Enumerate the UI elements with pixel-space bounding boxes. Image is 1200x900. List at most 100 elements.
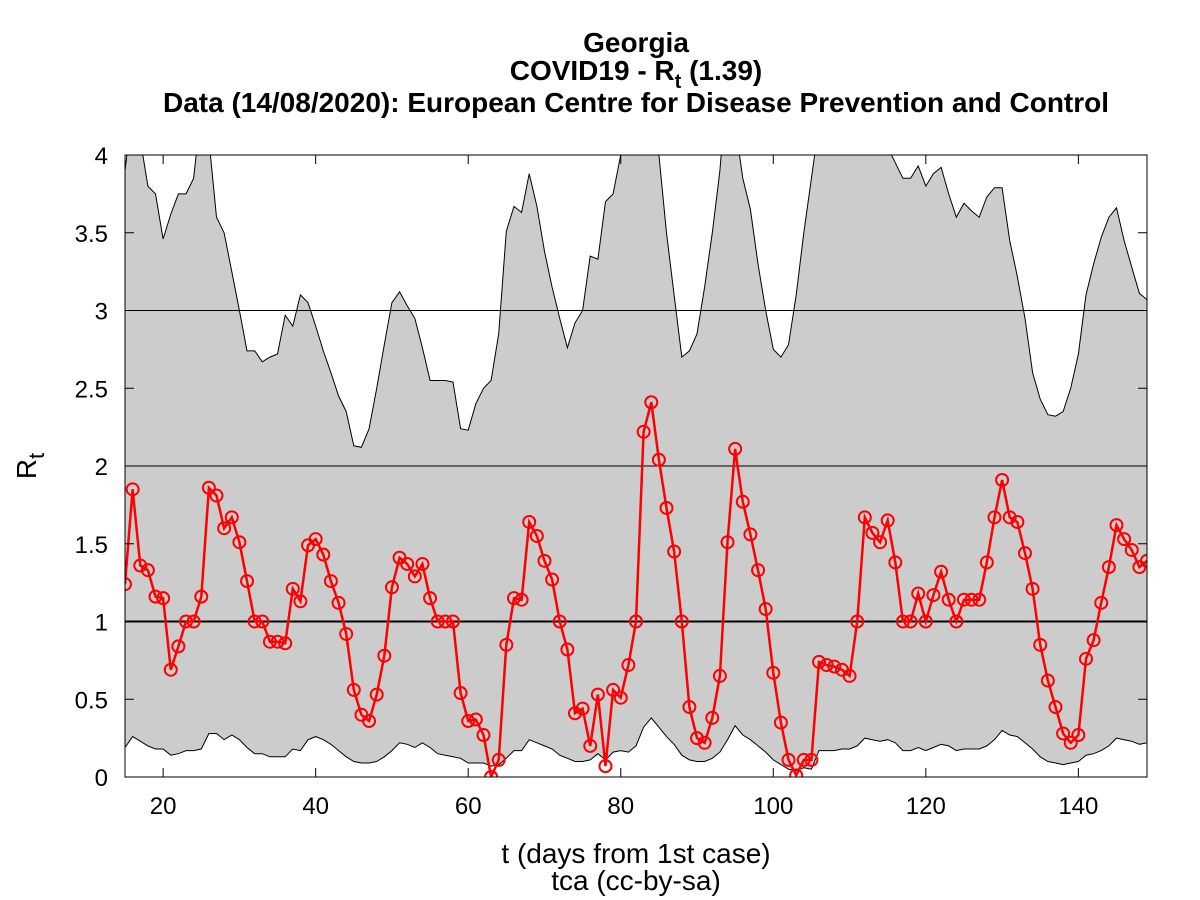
data-point (712, 668, 727, 683)
x-axis-label: t (days from 1st case) (501, 838, 770, 869)
data-point (529, 528, 544, 543)
chart-subtitle-source: Data (14/08/2020): European Centre for D… (163, 87, 1109, 118)
data-point (323, 574, 338, 589)
data-point (339, 626, 354, 641)
data-point (613, 690, 628, 705)
data-point (934, 564, 949, 579)
data-point (850, 614, 865, 629)
data-point (1124, 542, 1139, 557)
x-axis-ticks: 20 40 60 80 100 120 140 (150, 155, 1098, 820)
data-point (1071, 728, 1086, 743)
data-point (369, 687, 384, 702)
data-point (682, 700, 697, 715)
data-point (644, 395, 659, 410)
data-point (384, 580, 399, 595)
data-point (751, 563, 766, 578)
confidence-band (125, 155, 1147, 772)
data-point (445, 614, 460, 629)
data-point (1101, 560, 1116, 575)
data-point (1140, 553, 1147, 568)
data-point (499, 637, 514, 652)
y-tick-label: 4 (95, 143, 108, 170)
data-point (758, 602, 773, 617)
data-point (606, 682, 621, 697)
data-point (278, 636, 293, 651)
data-point (812, 654, 827, 669)
data-point (956, 592, 971, 607)
data-point (880, 513, 895, 528)
data-point (430, 614, 445, 629)
data-point (941, 592, 956, 607)
data-point (728, 441, 743, 456)
data-point (1063, 735, 1078, 750)
data-point (659, 500, 674, 515)
x-axis-label-secondary: tca (cc-by-sa) (551, 865, 721, 896)
data-point (163, 662, 178, 677)
data-point (842, 668, 857, 683)
data-point (697, 735, 712, 750)
data-point (789, 768, 804, 777)
data-point (552, 614, 567, 629)
data-point (423, 591, 438, 606)
data-point (781, 752, 796, 767)
data-point (583, 738, 598, 753)
data-point (346, 682, 361, 697)
data-point (598, 759, 613, 774)
data-point (240, 574, 255, 589)
data-point (773, 715, 788, 730)
data-point (903, 614, 918, 629)
data-point (766, 665, 781, 680)
data-point (1048, 700, 1063, 715)
x-tick-label: 140 (1058, 793, 1098, 820)
data-point (438, 614, 453, 629)
chart-title: Georgia (583, 27, 689, 58)
data-point (270, 634, 285, 649)
data-point (148, 589, 163, 604)
data-point (964, 592, 979, 607)
data-point (995, 472, 1010, 487)
data-point (179, 614, 194, 629)
data-point (796, 752, 811, 767)
data-point (560, 642, 575, 657)
data-point (400, 556, 415, 571)
x-tick-label: 100 (753, 793, 793, 820)
chart-subtitle: COVID19 - Rt (1.39) (510, 55, 763, 93)
y-axis-ticks: 0 0.5 1 1.5 2 2.5 3 3.5 4 (75, 143, 1147, 792)
data-point (819, 658, 834, 673)
data-point (461, 714, 476, 729)
data-point (926, 588, 941, 603)
y-tick-label: 0.5 (75, 687, 108, 714)
data-point (1025, 581, 1040, 596)
data-point (293, 594, 308, 609)
data-point (690, 731, 705, 746)
data-point (125, 482, 140, 497)
data-point (224, 510, 239, 525)
y-tick-label: 0 (95, 765, 108, 792)
data-point (514, 592, 529, 607)
data-point (667, 544, 682, 559)
data-point (522, 514, 537, 529)
data-point (911, 586, 926, 601)
data-point (506, 591, 521, 606)
data-point (674, 614, 689, 629)
data-point (209, 488, 224, 503)
data-point (705, 710, 720, 725)
data-point (865, 525, 880, 540)
data-point (201, 480, 216, 495)
y-tick-label: 2 (95, 454, 108, 481)
data-point (171, 639, 186, 654)
data-point (537, 553, 552, 568)
series-markers (125, 395, 1147, 777)
data-point (1078, 651, 1093, 666)
data-point (972, 592, 987, 607)
data-point (1056, 726, 1071, 741)
data-point (979, 555, 994, 570)
x-tick-label: 20 (150, 793, 177, 820)
data-point (308, 532, 323, 547)
data-point (804, 752, 819, 767)
y-tick-label: 1 (95, 610, 108, 637)
plot-area (125, 155, 1147, 777)
data-point (125, 577, 132, 592)
data-point (377, 648, 392, 663)
